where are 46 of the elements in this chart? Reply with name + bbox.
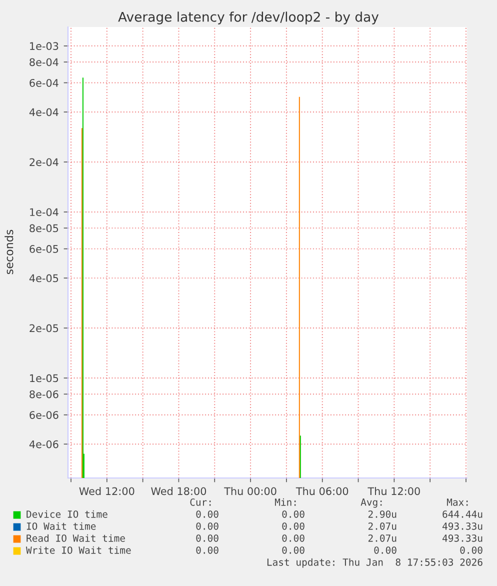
text: 0.00 xyxy=(374,546,396,554)
text: 0.00 xyxy=(196,546,218,554)
text: 493.33u xyxy=(442,534,482,542)
text: 0.00 xyxy=(282,522,304,530)
legend-label: Read IO Wait time xyxy=(26,534,125,542)
y-tick-label: 6e-05 xyxy=(30,245,58,253)
x-tick-label: Wed 18:00 xyxy=(151,487,206,496)
text: 0.00 xyxy=(196,510,218,518)
y-tick-label: 2e-05 xyxy=(30,324,58,332)
x-tick-label: Thu 12:00 xyxy=(368,487,420,496)
chart-title: Average latency for /dev/loop2 - by day xyxy=(118,12,379,24)
text: 2.07u xyxy=(368,522,396,530)
y-tick-label: 8e-06 xyxy=(30,390,58,398)
text: Min: xyxy=(274,498,296,506)
text: 0.00 xyxy=(282,534,304,542)
text: 2.07u xyxy=(368,534,396,542)
y-tick-label: 8e-05 xyxy=(30,224,58,232)
text: 0.00 xyxy=(196,522,218,530)
legend-label: Device IO time xyxy=(26,510,108,518)
text: 0.00 xyxy=(460,546,482,554)
text: 493.33u xyxy=(442,522,482,530)
y-tick-label: 1e-03 xyxy=(30,42,58,50)
text: 0.00 xyxy=(282,546,304,554)
text: 2.90u xyxy=(368,510,396,518)
y-axis-title: seconds xyxy=(4,230,14,274)
x-tick-label: Thu 00:00 xyxy=(224,487,276,496)
y-tick-label: 6e-04 xyxy=(30,78,58,87)
legend-label: IO Wait time xyxy=(26,522,96,530)
y-tick-label: 4e-05 xyxy=(29,274,58,282)
text: 0.00 xyxy=(196,534,218,542)
y-tick-label: 2e-04 xyxy=(30,158,58,166)
y-tick-label: 1e-04 xyxy=(30,208,58,216)
y-tick-label: 6e-06 xyxy=(30,411,58,419)
x-tick-label: Wed 12:00 xyxy=(79,487,134,496)
legend-label: Write IO Wait time xyxy=(26,546,131,554)
text: Avg: xyxy=(360,498,382,508)
x-tick-label: Thu 06:00 xyxy=(296,487,348,496)
y-tick-label: 4e-04 xyxy=(29,108,58,116)
y-tick-label: 4e-06 xyxy=(29,440,58,448)
text: Last update: Thu Jan 8 17:55:03 2026 xyxy=(267,558,482,568)
text: Max: xyxy=(446,498,468,506)
y-tick-label: 8e-04 xyxy=(30,58,58,66)
text: 644.44u xyxy=(442,510,482,518)
y-tick-label: 1e-05 xyxy=(30,374,58,382)
text: 0.00 xyxy=(282,510,304,518)
text: Cur: xyxy=(190,498,211,506)
